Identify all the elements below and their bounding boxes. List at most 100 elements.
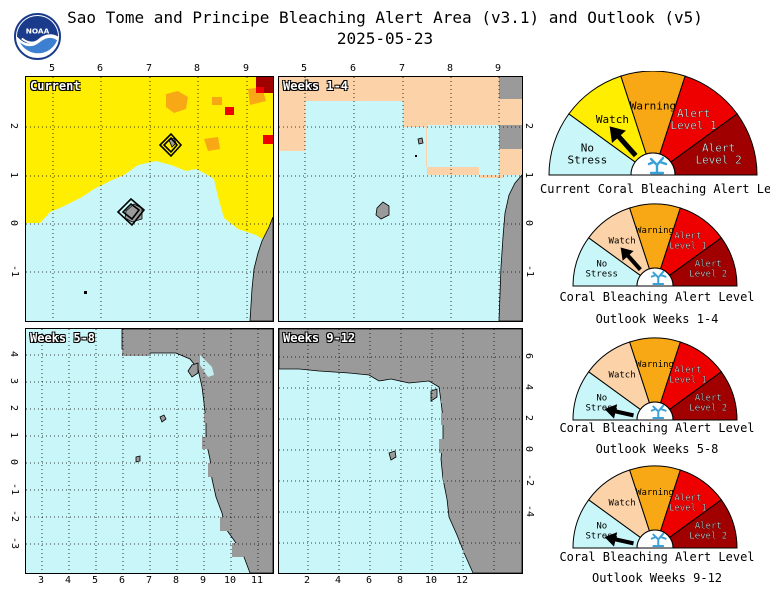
tick-label: 6 — [366, 575, 373, 586]
coral-icon — [650, 404, 667, 419]
tick-label: 11 — [251, 575, 264, 586]
gauge-caption-period: Outlook Weeks 9-12 — [591, 571, 723, 585]
map-panel-current: Current — [25, 76, 274, 322]
tick-label: 6 — [523, 352, 535, 360]
gauge-caption: Coral Bleaching Alert Level — [559, 550, 755, 564]
tick-label: 0 — [8, 219, 20, 227]
tick-label: 6 — [97, 63, 104, 74]
gauge-caption-period: Outlook Weeks 5-8 — [595, 442, 719, 456]
gauge-label-no_stress: No Stress — [568, 141, 608, 166]
gauge-label-warning: Warning — [636, 488, 674, 498]
tick-label: 9 — [495, 63, 502, 74]
tick-label: 8 — [397, 575, 404, 586]
gauge-needle-head — [609, 126, 626, 144]
tick-label: 9 — [200, 575, 207, 586]
map-panel-weeks-5-8: Weeks 5-8 — [25, 328, 274, 574]
tick-label: -2 — [9, 509, 21, 523]
tick-label: 8 — [173, 575, 180, 586]
gauge-label-warning: Warning — [636, 226, 674, 236]
tick-label: 9 — [243, 63, 250, 74]
tick-label: 2 — [8, 404, 20, 412]
map-panel-weeks-9-12: Weeks 9-12 — [278, 328, 523, 574]
gauge-needle-head — [604, 532, 618, 547]
svg-text:NOAA: NOAA — [26, 27, 50, 36]
tick-label: 10 — [224, 575, 237, 586]
tick-label: 5 — [301, 63, 308, 74]
map-title: Sao Tome and Principe Bleaching Alert Ar… — [67, 8, 703, 27]
tick-label: -1 — [524, 264, 536, 278]
tick-label: 1 — [8, 171, 20, 179]
tick-label: 7 — [146, 575, 153, 586]
tick-label: -1 — [9, 264, 21, 278]
tick-label: 5 — [92, 575, 99, 586]
map-panel-weeks-1-4: Weeks 1-4 — [278, 76, 523, 322]
gauge-needle-head — [620, 247, 634, 261]
tick-label: 0 — [523, 445, 535, 453]
gauge-label-alert1: Alert Level 1 — [669, 232, 707, 252]
tick-label: 2 — [523, 122, 535, 130]
gauge-label-watch: Watch — [596, 113, 629, 126]
tick-label: 3 — [8, 377, 20, 385]
coral-icon — [650, 532, 667, 547]
tick-label: 4 — [65, 575, 72, 586]
tick-label: 6 — [119, 575, 126, 586]
gauge-label-alert1: Alert Level 1 — [669, 494, 707, 514]
gauge-label-alert2: Alert Level 2 — [695, 141, 741, 166]
gauge-label-alert1: Alert Level 1 — [670, 107, 716, 132]
tick-label: 1 — [523, 171, 535, 179]
gauge-label-watch: Watch — [609, 499, 636, 509]
tick-label: 4 — [8, 350, 20, 358]
gauge-label-alert1: Alert Level 1 — [669, 366, 707, 386]
tick-label: 0 — [8, 458, 20, 466]
tick-label: -1 — [9, 482, 21, 496]
gauge-caption: Current Coral Bleaching Alert Level — [540, 182, 770, 196]
gauge-label-watch: Watch — [609, 237, 636, 247]
weeks-9-12-outlook-map — [279, 329, 522, 573]
current-alert-map — [26, 77, 273, 321]
gauge-label-warning: Warning — [630, 100, 676, 113]
tick-label: -3 — [9, 536, 21, 550]
gauge-label-warning: Warning — [636, 360, 674, 370]
tick-label: 2 — [523, 414, 535, 422]
coral-icon — [650, 270, 667, 285]
gauge-label-alert2: Alert Level 2 — [689, 522, 727, 542]
gauge-label-alert2: Alert Level 2 — [689, 260, 727, 280]
tick-label: 2 — [8, 122, 20, 130]
gauge-label-no_stress: No Stress — [585, 260, 618, 280]
tick-label: 6 — [350, 63, 357, 74]
gauge-label-no_stress: No Stress — [585, 522, 618, 542]
tick-label: 5 — [49, 63, 56, 74]
tick-label: 8 — [194, 63, 201, 74]
panel-label: Weeks 1-4 — [283, 79, 349, 93]
tick-label: -4 — [524, 504, 536, 518]
tick-label: 3 — [38, 575, 45, 586]
panel-label: Weeks 9-12 — [283, 331, 356, 345]
panel-label: Weeks 5-8 — [30, 331, 96, 345]
tick-label: 4 — [335, 575, 342, 586]
gauge-needle-head — [604, 404, 618, 419]
noaa-logo-icon: NOAA — [14, 13, 61, 60]
gauge-caption: Coral Bleaching Alert Level — [559, 290, 755, 304]
tick-label: 1 — [8, 431, 20, 439]
tick-label: 10 — [425, 575, 438, 586]
tick-label: 7 — [146, 63, 153, 74]
tick-label: 7 — [399, 63, 406, 74]
tick-label: 12 — [456, 575, 469, 586]
tick-label: -2 — [524, 473, 536, 487]
weeks-5-8-outlook-map — [26, 329, 273, 573]
weeks-1-4-outlook-map — [279, 77, 522, 321]
tick-label: 8 — [447, 63, 454, 74]
gauge-label-watch: Watch — [609, 371, 636, 381]
coral-icon — [647, 156, 668, 175]
tick-label: 4 — [523, 383, 535, 391]
tick-label: 0 — [523, 219, 535, 227]
tick-label: 2 — [304, 575, 311, 586]
panel-label: Current — [30, 79, 81, 93]
gauge-label-alert2: Alert Level 2 — [689, 394, 727, 414]
gauge-caption: Coral Bleaching Alert Level — [559, 421, 755, 435]
map-date: 2025-05-23 — [336, 29, 434, 48]
